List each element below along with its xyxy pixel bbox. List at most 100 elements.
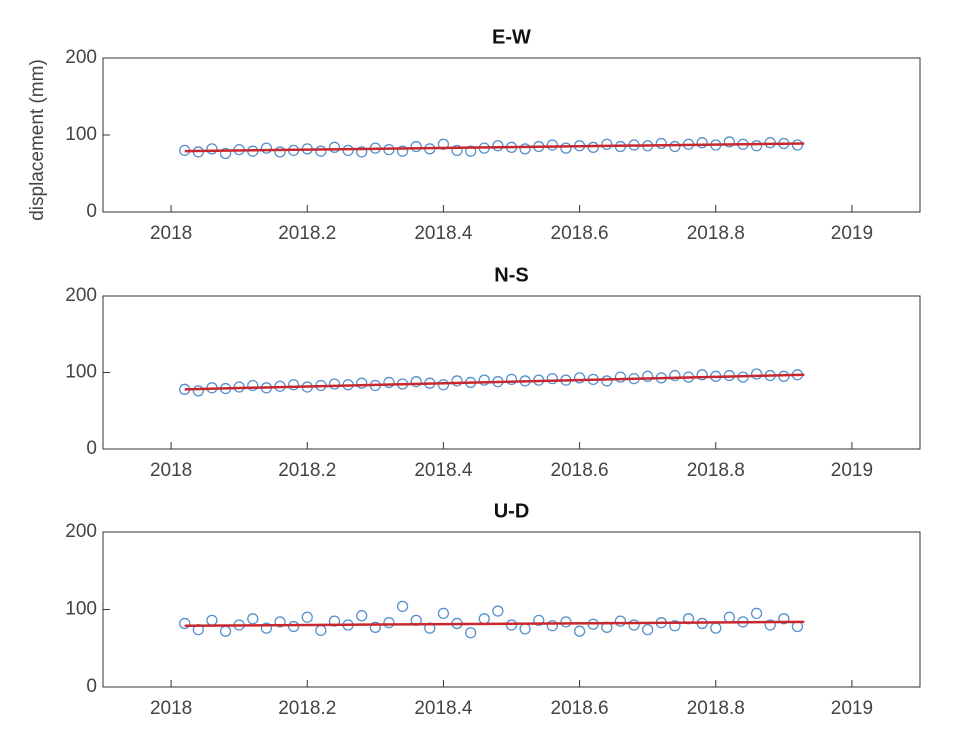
data-point [260, 142, 273, 154]
data-point [192, 385, 204, 397]
data-point [396, 145, 409, 157]
data-point [614, 615, 627, 627]
x-tick-label: 2018.6 [551, 460, 609, 481]
axes-box [102, 531, 921, 688]
x-tick-label: 2018.6 [551, 698, 609, 719]
data-point [791, 139, 804, 151]
y-tick-label: 0 [86, 676, 97, 697]
data-point [492, 605, 504, 617]
x-tick-label: 2018 [150, 460, 192, 481]
data-point [383, 617, 395, 629]
trend-line [184, 142, 805, 153]
data-point [437, 379, 450, 391]
data-point [723, 611, 736, 623]
x-tick-label: 2019 [831, 223, 873, 244]
data-point [778, 613, 790, 625]
data-point [179, 617, 191, 630]
x-tick-label: 2018.8 [687, 223, 745, 244]
x-tick-label: 2018.4 [414, 460, 473, 481]
data-point [328, 141, 341, 153]
data-point [315, 145, 327, 157]
data-point [287, 379, 300, 391]
data-point [356, 377, 368, 389]
data-point [601, 375, 613, 387]
data-point [206, 143, 218, 155]
data-point [614, 371, 627, 383]
data-point [315, 624, 327, 637]
x-tick-label: 2018.4 [414, 223, 473, 244]
data-point [328, 615, 341, 627]
data-point [642, 624, 654, 636]
data-point [723, 136, 736, 148]
y-tick-label: 200 [65, 47, 97, 68]
y-tick-label: 100 [65, 124, 97, 145]
x-tick-label: 2018.8 [687, 698, 745, 719]
panel-title: U-D [494, 500, 530, 522]
data-point [642, 370, 654, 382]
data-point [750, 368, 763, 380]
data-point [356, 610, 368, 622]
y-tick-label: 100 [65, 362, 97, 383]
x-tick-label: 2019 [831, 460, 873, 481]
trend-line [184, 620, 805, 628]
data-point [505, 373, 518, 386]
x-tick-label: 2018 [150, 223, 192, 244]
data-point [478, 613, 490, 625]
data-point [750, 140, 763, 152]
panel-title: E-W [492, 26, 531, 48]
data-point [219, 625, 232, 637]
data-point [451, 144, 463, 157]
data-point [206, 614, 218, 626]
data-point [546, 620, 558, 632]
data-point [533, 614, 545, 626]
data-point [464, 627, 477, 639]
data-point [655, 137, 667, 150]
data-point [519, 623, 531, 635]
data-point [437, 138, 450, 150]
data-point [519, 143, 531, 155]
data-point [750, 607, 763, 620]
data-point [383, 376, 395, 389]
data-point [274, 146, 286, 158]
x-tick-label: 2018.2 [278, 223, 336, 244]
data-point [492, 140, 504, 152]
y-tick-label: 0 [86, 201, 97, 222]
y-tick-label: 100 [65, 599, 97, 620]
data-point [696, 369, 708, 381]
x-tick-label: 2018.2 [278, 698, 336, 719]
y-axis-label: displacement (mm) [27, 59, 48, 221]
data-point [437, 607, 450, 620]
x-tick-label: 2018 [150, 698, 192, 719]
data-point [410, 376, 422, 388]
data-point [396, 600, 409, 613]
data-point [764, 619, 776, 631]
data-point [451, 375, 463, 387]
data-point [628, 619, 640, 631]
data-point [601, 138, 613, 150]
data-point [369, 621, 381, 633]
data-point [546, 139, 558, 151]
data-point [219, 147, 232, 160]
axes-box [102, 57, 921, 213]
trend-line [184, 373, 805, 391]
y-tick-label: 200 [65, 521, 97, 542]
data-point [478, 374, 490, 386]
data-point [560, 616, 572, 628]
data-point [710, 622, 722, 634]
x-tick-label: 2018.6 [551, 223, 609, 244]
data-point [546, 372, 558, 385]
data-point [669, 369, 681, 382]
data-point [328, 378, 341, 390]
axes-box [102, 295, 921, 450]
y-tick-label: 0 [86, 438, 97, 459]
data-point [301, 611, 313, 623]
data-point [260, 622, 273, 634]
data-point [696, 137, 708, 149]
data-point [410, 140, 422, 153]
data-point [274, 616, 286, 628]
x-tick-label: 2018.4 [414, 698, 473, 719]
x-tick-label: 2019 [831, 698, 873, 719]
data-point [560, 142, 572, 154]
data-point [247, 613, 259, 625]
